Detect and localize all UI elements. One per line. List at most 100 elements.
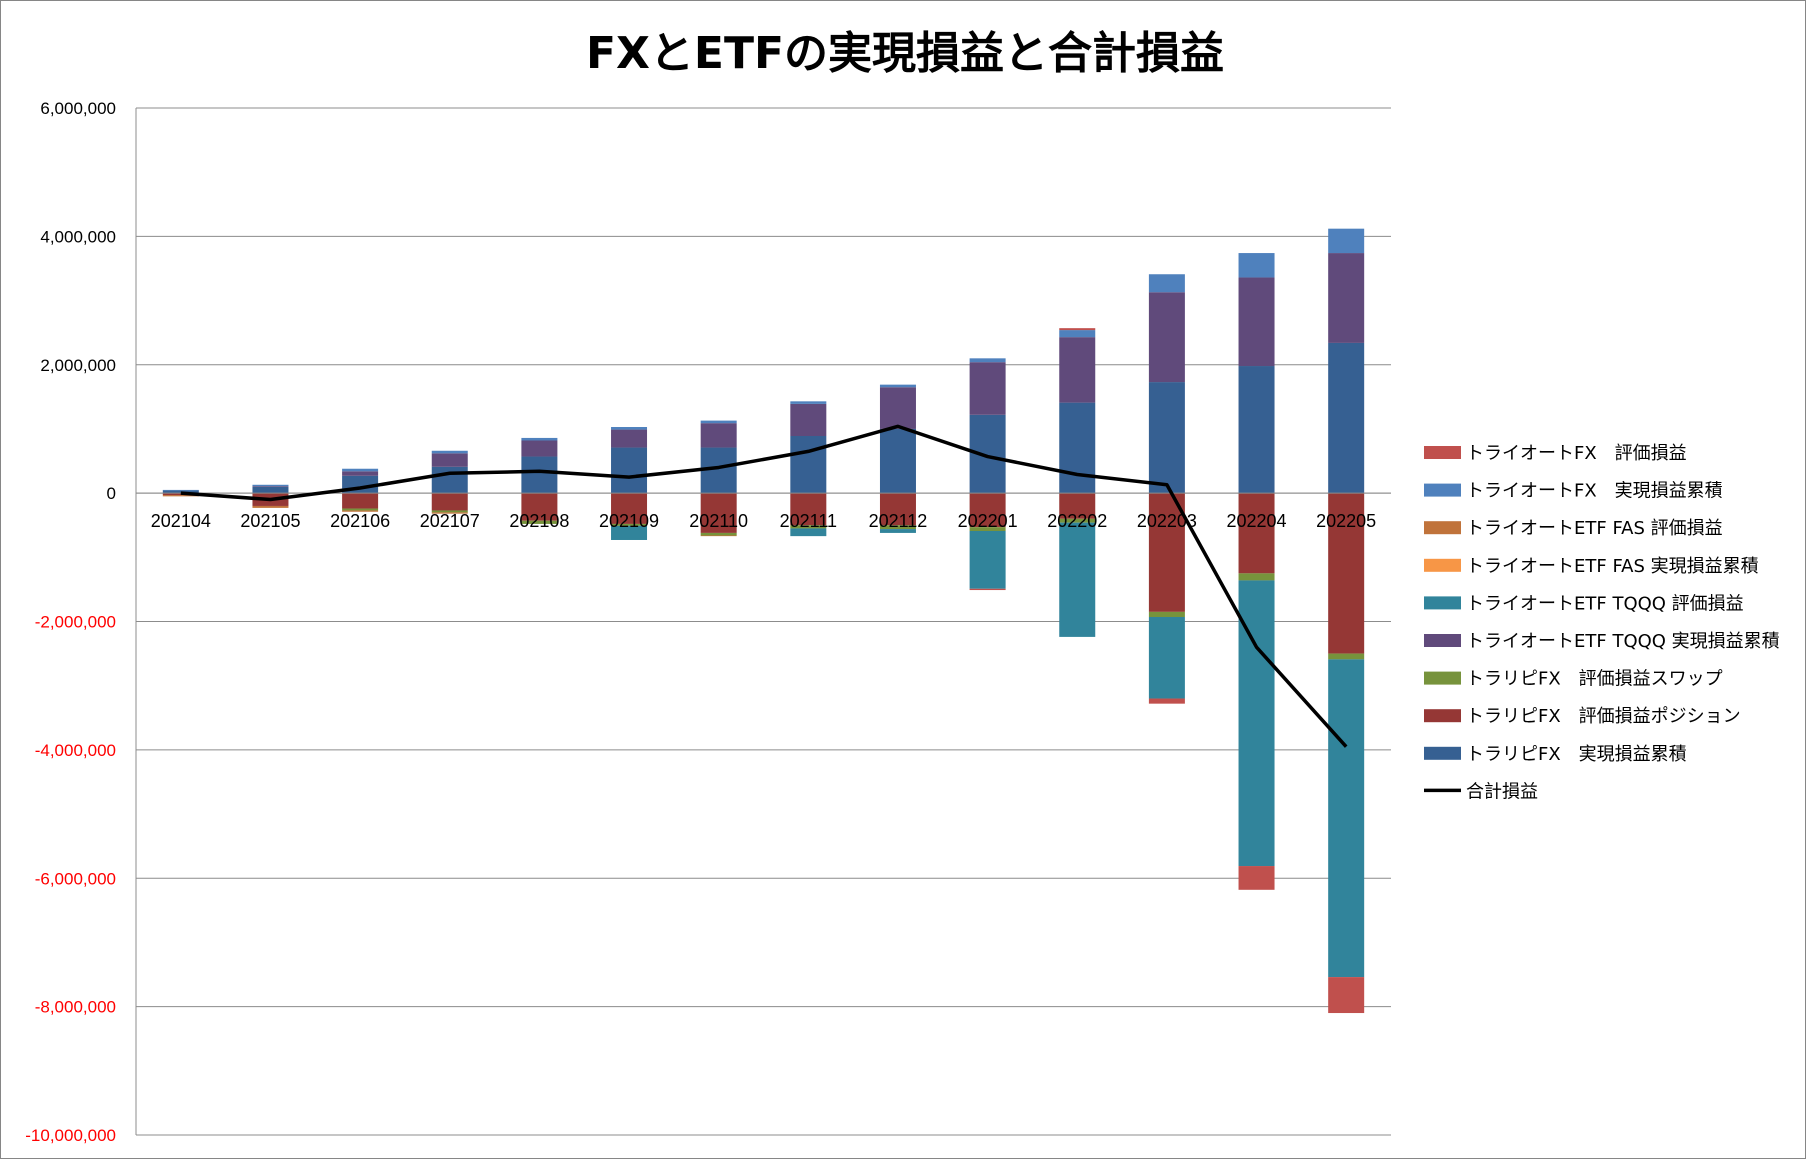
- bar-segment: [790, 403, 827, 436]
- y-axis-ticks: 6,000,000 4,000,000 2,000,000 0 -2,000,000 -4…: [25, 99, 116, 1145]
- bar-segment: [1148, 617, 1185, 699]
- x-tick-label: 202104: [151, 511, 211, 531]
- bar-segment: [521, 456, 558, 494]
- bar-segment: [342, 510, 379, 512]
- bar-segment: [431, 512, 468, 514]
- bar-segment: [969, 362, 1006, 415]
- bar-segment: [252, 484, 289, 487]
- bar-segment: [431, 450, 468, 454]
- bar-segment: [431, 453, 468, 467]
- bar-segment: [1328, 253, 1365, 343]
- bar-segment: [521, 440, 558, 457]
- x-tick-label: 202108: [509, 511, 569, 531]
- legend-label: 合計損益: [1466, 781, 1538, 802]
- bar-segment: [521, 520, 558, 524]
- bar-segment: [521, 437, 558, 441]
- bar-segment: [1328, 977, 1365, 1014]
- legend-label: トライオートETF FAS 実現損益累積: [1466, 556, 1759, 577]
- bar-segment: [342, 508, 379, 511]
- y-tick-label: 0: [107, 484, 116, 503]
- bar-segment: [700, 493, 737, 533]
- legend-label: トラリピFX 実現損益累積: [1466, 744, 1687, 765]
- y-tick-label: -8,000,000: [35, 998, 116, 1017]
- chart-title: FXとETFの実現損益と合計損益: [586, 28, 1224, 79]
- bar-segment: [879, 384, 916, 388]
- y-tick-label: -10,000,000: [25, 1126, 116, 1145]
- y-tick-label: -2,000,000: [35, 613, 116, 632]
- bar-segment: [700, 423, 737, 448]
- bar-segment: [969, 530, 1006, 589]
- bar-segment: [1238, 573, 1275, 581]
- bar-segment: [611, 429, 648, 448]
- bar-segment: [879, 493, 916, 526]
- bar-segment: [1059, 402, 1096, 494]
- bar-segment: [1148, 698, 1185, 704]
- bar-segment: [1328, 228, 1365, 254]
- bar-segment: [1059, 493, 1096, 519]
- bar-segment: [1059, 518, 1096, 523]
- x-tick-label: 202203: [1137, 511, 1197, 531]
- x-tick-label: 202205: [1316, 511, 1376, 531]
- bar-segment: [611, 447, 648, 494]
- total-line-path: [180, 424, 1348, 748]
- x-tick-label: 202202: [1047, 511, 1107, 531]
- bar-segment: [431, 493, 468, 511]
- x-tick-label: 202109: [599, 511, 659, 531]
- bar-segment: [342, 468, 379, 472]
- bar-segment: [611, 525, 648, 540]
- bar-segment: [1328, 493, 1365, 654]
- bar-segment: [1148, 493, 1185, 612]
- legend-swatch: [1424, 596, 1461, 610]
- bar-segment: [1328, 653, 1365, 660]
- legend-swatch: [1424, 709, 1461, 723]
- bar-segment: [969, 493, 1006, 528]
- bar-segment: [611, 427, 648, 430]
- bar-segment: [969, 358, 1006, 363]
- x-tick-label: 202105: [240, 511, 300, 531]
- bar-segment: [879, 529, 916, 533]
- y-tick-label: 2,000,000: [40, 356, 116, 375]
- bar-segment: [879, 428, 916, 494]
- bar-segment: [1238, 866, 1275, 890]
- legend-swatch: [1424, 746, 1461, 760]
- bar-segment: [1238, 366, 1275, 494]
- bar-segment: [790, 435, 827, 494]
- y-tick-label: -4,000,000: [35, 741, 116, 760]
- bar-segment: [1059, 328, 1096, 331]
- bar-segment: [611, 523, 648, 526]
- x-tick-label: 202111: [780, 511, 837, 531]
- bar-segment: [1059, 330, 1096, 338]
- y-tick-label: 4,000,000: [40, 227, 116, 246]
- x-tick-label: 202110: [689, 511, 748, 531]
- y-tick-label: 6,000,000: [40, 99, 116, 118]
- x-tick-label: 202112: [869, 511, 928, 531]
- gridlines: [135, 107, 1391, 1136]
- bar-segment: [1238, 253, 1275, 278]
- legend-swatch: [1424, 558, 1461, 572]
- bar-segment: [1059, 337, 1096, 403]
- bar-segment: [969, 588, 1006, 591]
- legend-swatch: [1424, 671, 1461, 685]
- bar-segment: [431, 466, 468, 494]
- legend-label: トライオートFX 実現損益累積: [1466, 481, 1723, 502]
- bar-segment: [790, 493, 827, 526]
- legend-swatch: [1424, 446, 1461, 459]
- bar-segment: [1148, 611, 1185, 618]
- legend-swatch: [1424, 483, 1461, 497]
- total-line: [180, 424, 1348, 748]
- bar-segment: [252, 505, 289, 508]
- bar-segment: [162, 495, 199, 497]
- bar-segment: [1238, 493, 1275, 574]
- bar-segment: [252, 486, 289, 494]
- bar-segment: [700, 420, 737, 424]
- bar-segment: [790, 528, 827, 537]
- bar-segment: [611, 493, 648, 524]
- x-tick-label: 202107: [420, 511, 480, 531]
- bar-segment: [1059, 522, 1096, 637]
- x-tick-label: 202106: [330, 511, 390, 531]
- bar-segment: [879, 525, 916, 530]
- bar-segment: [1148, 292, 1185, 383]
